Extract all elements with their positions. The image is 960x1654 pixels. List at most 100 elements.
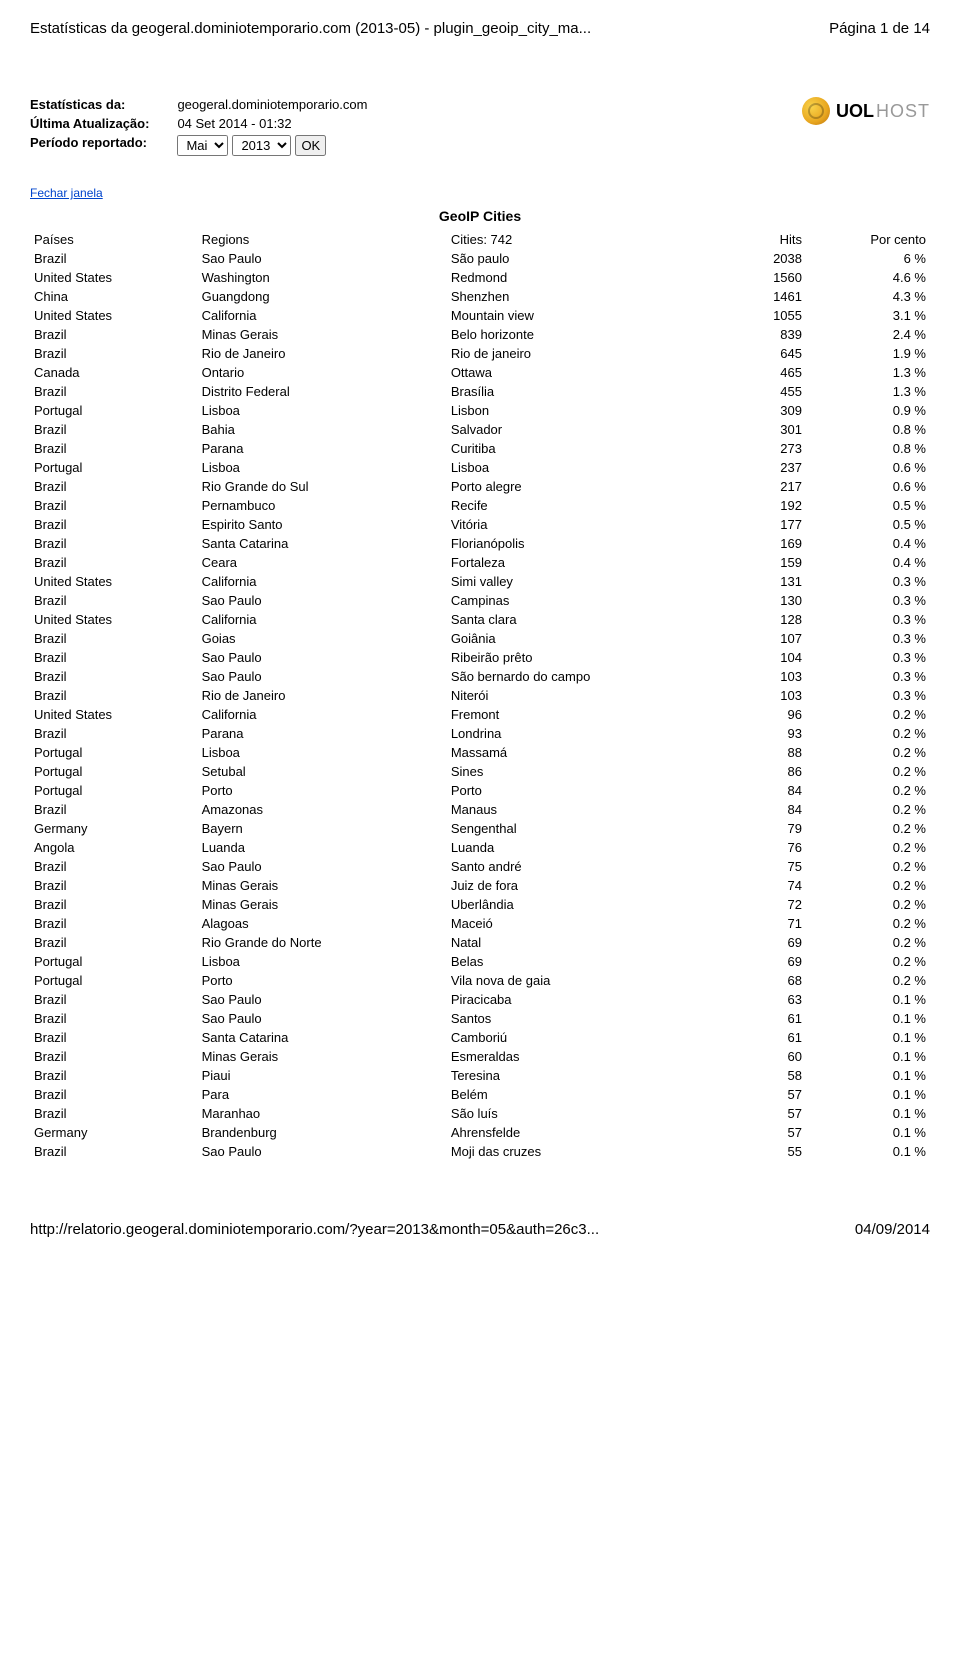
table-row: United StatesCaliforniaFremont960.2 % — [30, 705, 930, 724]
table-row: BrazilEspirito SantoVitória1770.5 % — [30, 515, 930, 534]
table-cell: 0.2 % — [806, 724, 930, 743]
table-row: GermanyBrandenburgAhrensfelde570.1 % — [30, 1123, 930, 1142]
table-cell: Lisboa — [198, 952, 447, 971]
table-cell: 0.1 % — [806, 1123, 930, 1142]
table-cell: Sengenthal — [447, 819, 734, 838]
table-cell: Brazil — [30, 591, 198, 610]
table-cell: Brazil — [30, 914, 198, 933]
table-cell: China — [30, 287, 198, 306]
table-cell: Santa Catarina — [198, 1028, 447, 1047]
table-cell: 0.6 % — [806, 477, 930, 496]
table-cell: Minas Gerais — [198, 876, 447, 895]
month-select[interactable]: Mai — [177, 135, 228, 156]
table-cell: 0.8 % — [806, 420, 930, 439]
table-row: BrazilSanta CatarinaFlorianópolis1690.4 … — [30, 534, 930, 553]
table-cell: 0.5 % — [806, 515, 930, 534]
table-cell: 79 — [734, 819, 806, 838]
label-stats-of: Estatísticas da: — [30, 97, 149, 112]
logo-suffix: HOST — [876, 101, 930, 121]
table-cell: 103 — [734, 667, 806, 686]
table-cell: 177 — [734, 515, 806, 534]
table-cell: 63 — [734, 990, 806, 1009]
table-cell: Brazil — [30, 857, 198, 876]
table-cell: Sao Paulo — [198, 667, 447, 686]
table-cell: 0.1 % — [806, 1009, 930, 1028]
year-select[interactable]: 2013 — [232, 135, 291, 156]
info-values: geogeral.dominiotemporario.com 04 Set 20… — [177, 97, 367, 156]
table-header-row: Países Regions Cities: 742 Hits Por cent… — [30, 230, 930, 249]
table-row: BrazilSao PauloPiracicaba630.1 % — [30, 990, 930, 1009]
table-cell: Washington — [198, 268, 447, 287]
table-cell: 455 — [734, 382, 806, 401]
table-cell: 0.1 % — [806, 1085, 930, 1104]
table-cell: 103 — [734, 686, 806, 705]
table-cell: Brazil — [30, 382, 198, 401]
table-cell: 1.3 % — [806, 382, 930, 401]
table-cell: Porto — [198, 971, 447, 990]
table-cell: Rio de janeiro — [447, 344, 734, 363]
table-cell: 4.6 % — [806, 268, 930, 287]
table-cell: Para — [198, 1085, 447, 1104]
table-cell: Portugal — [30, 971, 198, 990]
table-row: United StatesCaliforniaSimi valley1310.3… — [30, 572, 930, 591]
table-cell: 0.2 % — [806, 781, 930, 800]
table-cell: 0.1 % — [806, 1047, 930, 1066]
value-last-update: 04 Set 2014 - 01:32 — [177, 116, 367, 131]
table-cell: 273 — [734, 439, 806, 458]
close-window-link[interactable]: Fechar janela — [30, 186, 930, 200]
table-cell: 60 — [734, 1047, 806, 1066]
table-cell: 61 — [734, 1028, 806, 1047]
table-cell: Maceió — [447, 914, 734, 933]
table-cell: California — [198, 610, 447, 629]
table-row: BrazilSao PauloSanto andré750.2 % — [30, 857, 930, 876]
table-cell: 0.2 % — [806, 857, 930, 876]
table-cell: São luís — [447, 1104, 734, 1123]
table-cell: Campinas — [447, 591, 734, 610]
table-cell: 96 — [734, 705, 806, 724]
table-cell: Ahrensfelde — [447, 1123, 734, 1142]
table-cell: Lisboa — [198, 458, 447, 477]
table-cell: 55 — [734, 1142, 806, 1161]
table-cell: 0.2 % — [806, 838, 930, 857]
table-cell: Brazil — [30, 553, 198, 572]
table-cell: 0.1 % — [806, 1104, 930, 1123]
table-cell: 93 — [734, 724, 806, 743]
table-cell: Brazil — [30, 1047, 198, 1066]
ok-button[interactable]: OK — [295, 135, 326, 156]
table-row: BrazilSao PauloSão paulo20386 % — [30, 249, 930, 268]
logo-icon — [802, 97, 830, 125]
table-row: PortugalLisboaLisboa2370.6 % — [30, 458, 930, 477]
table-cell: 1.9 % — [806, 344, 930, 363]
header-right: Página 1 de 14 — [829, 20, 930, 37]
table-cell: 69 — [734, 933, 806, 952]
table-cell: Shenzhen — [447, 287, 734, 306]
table-cell: 0.5 % — [806, 496, 930, 515]
table-cell: Brazil — [30, 325, 198, 344]
table-row: BrazilParanaLondrina930.2 % — [30, 724, 930, 743]
table-cell: Curitiba — [447, 439, 734, 458]
table-cell: Vila nova de gaia — [447, 971, 734, 990]
table-cell: Rio Grande do Sul — [198, 477, 447, 496]
table-row: United StatesCaliforniaMountain view1055… — [30, 306, 930, 325]
info-left: Estatísticas da: Última Atualização: Per… — [30, 97, 367, 156]
table-cell: Brazil — [30, 249, 198, 268]
table-row: PortugalPortoVila nova de gaia680.2 % — [30, 971, 930, 990]
table-cell: Brazil — [30, 933, 198, 952]
table-title: GeoIP Cities — [30, 208, 930, 224]
table-cell: Santa clara — [447, 610, 734, 629]
table-cell: Setubal — [198, 762, 447, 781]
table-cell: 839 — [734, 325, 806, 344]
table-cell: Portugal — [30, 762, 198, 781]
table-cell: Brazil — [30, 1142, 198, 1161]
table-cell: 107 — [734, 629, 806, 648]
table-cell: United States — [30, 610, 198, 629]
table-cell: 0.2 % — [806, 895, 930, 914]
footer-right: 04/09/2014 — [855, 1221, 930, 1238]
table-cell: Ceara — [198, 553, 447, 572]
table-cell: 0.9 % — [806, 401, 930, 420]
table-cell: Brazil — [30, 420, 198, 439]
table-row: United StatesWashingtonRedmond15604.6 % — [30, 268, 930, 287]
table-row: BrazilGoiasGoiânia1070.3 % — [30, 629, 930, 648]
table-row: BrazilSao PauloSão bernardo do campo1030… — [30, 667, 930, 686]
table-cell: Belém — [447, 1085, 734, 1104]
